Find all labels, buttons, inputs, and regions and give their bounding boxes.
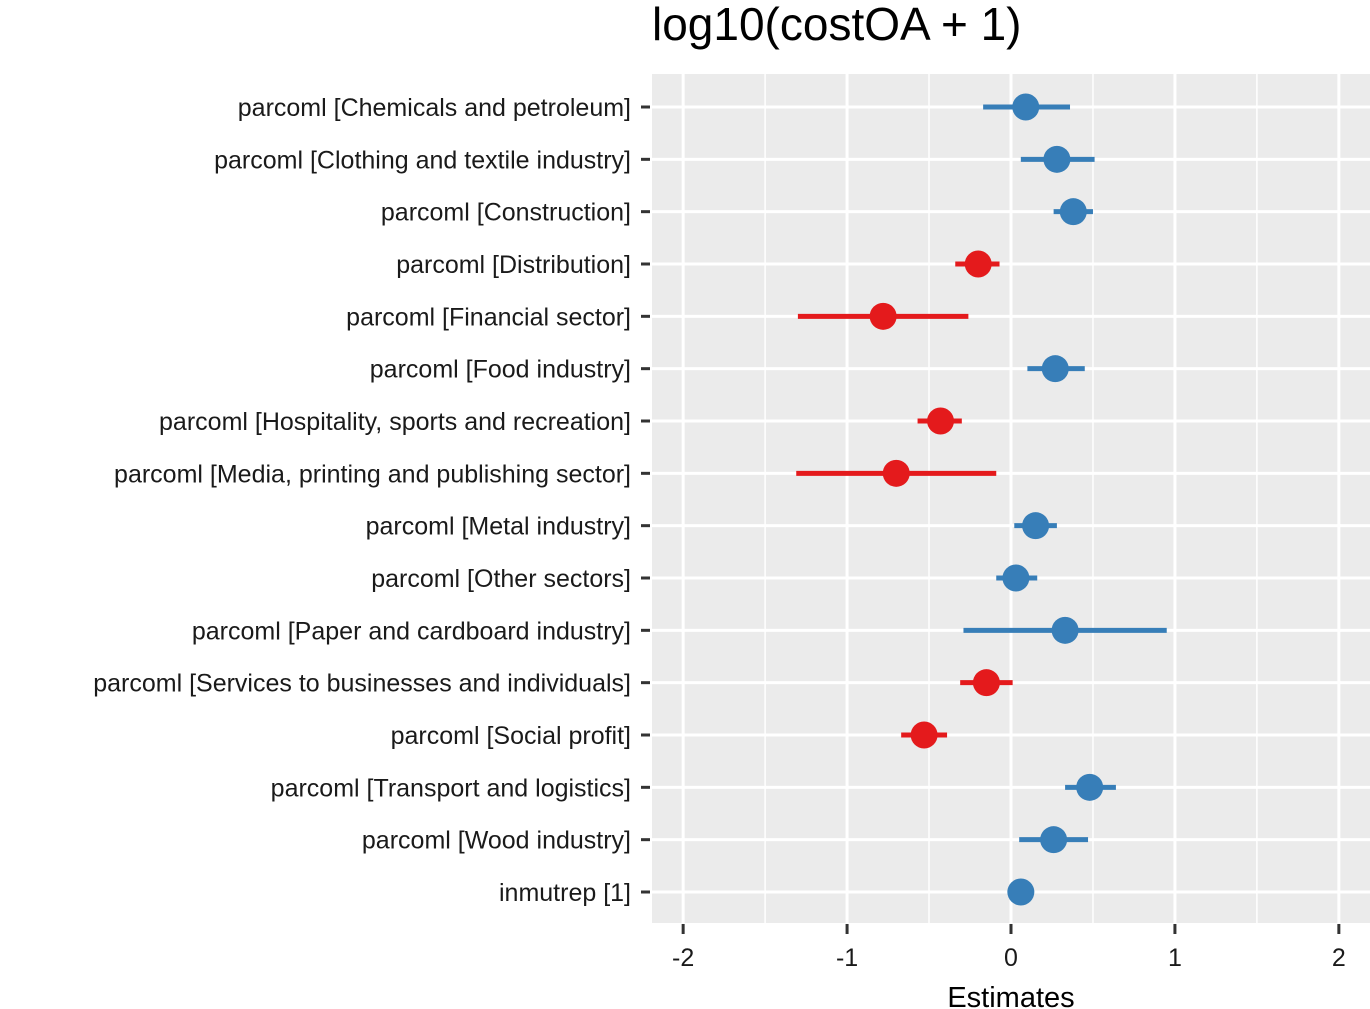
estimate-point <box>1007 878 1035 906</box>
x-axis: -2 -1 0 1 2 <box>672 924 1346 972</box>
x-tick-label: -2 <box>672 944 694 972</box>
y-tick-label: parcoml [Construction] <box>381 199 631 227</box>
y-tick-label: inmutrep [1] <box>499 879 631 907</box>
estimate-point <box>927 407 955 435</box>
y-tick-label: parcoml [Social profit] <box>391 722 631 750</box>
y-tick-label: parcoml [Transport and logistics] <box>271 774 631 802</box>
estimate-point <box>1041 355 1069 383</box>
y-tick-label: parcoml [Wood industry] <box>362 827 631 855</box>
x-tick-label: -1 <box>836 944 858 972</box>
estimate-point <box>1012 93 1040 121</box>
estimate-point <box>1022 512 1050 540</box>
x-tick-label: 1 <box>1168 944 1182 972</box>
estimate-point <box>972 669 1000 697</box>
y-tick-label: parcoml [Paper and cardboard industry] <box>192 617 631 645</box>
y-tick-label: parcoml [Other sectors] <box>371 565 631 593</box>
y-tick-label: parcoml [Chemicals and petroleum] <box>238 94 631 122</box>
estimate-point <box>1051 616 1079 644</box>
estimate-point <box>1002 564 1030 592</box>
y-tick-label: parcoml [Clothing and textile industry] <box>214 146 631 174</box>
chart-title: log10(costOA + 1) <box>652 0 1021 50</box>
marks-layer <box>796 93 1167 906</box>
estimate-point <box>882 459 910 487</box>
y-axis: parcoml [Chemicals and petroleum] parcoml… <box>93 94 650 907</box>
estimate-point <box>1043 145 1071 173</box>
y-tick-label: parcoml [Media, printing and publishing … <box>114 460 631 488</box>
y-tick-label: parcoml [Hospitality, sports and recreat… <box>159 408 631 436</box>
x-axis-title: Estimates <box>947 982 1074 1009</box>
y-tick-label: parcoml [Distribution] <box>396 251 631 279</box>
estimate-point <box>869 302 897 330</box>
estimate-point <box>1040 826 1068 854</box>
y-tick-label: parcoml [Food industry] <box>370 356 631 384</box>
estimate-point <box>910 721 938 749</box>
x-tick-label: 2 <box>1332 944 1346 972</box>
estimate-point <box>964 250 992 278</box>
x-tick-label: 0 <box>1004 944 1018 972</box>
estimate-point <box>1076 773 1104 801</box>
y-tick-label: parcoml [Services to businesses and indi… <box>93 670 631 698</box>
y-tick-label: parcoml [Financial sector] <box>346 303 631 331</box>
estimate-point <box>1059 198 1087 226</box>
y-tick-label: parcoml [Metal industry] <box>366 513 631 541</box>
